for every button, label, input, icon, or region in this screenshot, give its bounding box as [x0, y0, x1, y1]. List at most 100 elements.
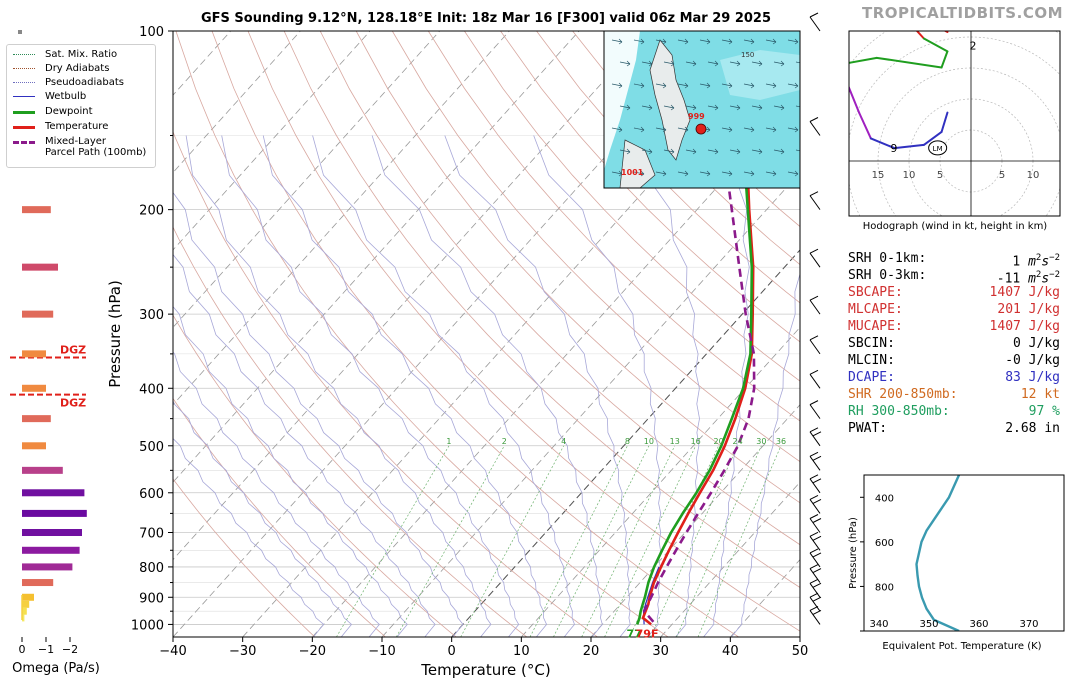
map-wind-arrow — [707, 104, 719, 111]
wind-barb-flag — [809, 117, 819, 122]
map-wind-arrow — [633, 126, 645, 133]
hodograph-height-label: 1 — [943, 19, 950, 32]
dry-adiabat-line — [173, 397, 386, 637]
theta-e-xtick-label: 350 — [919, 619, 938, 630]
map-wind-arrow — [707, 60, 719, 67]
map-wind-arrow — [787, 170, 799, 177]
moist-adiabat-line — [173, 351, 380, 637]
map-wind-arrow — [677, 82, 689, 89]
map-ref-label: 150 — [741, 51, 754, 59]
skewt-ytick-label: 900 — [139, 591, 164, 606]
site-logo[interactable]: TROPICALTIDBITS.COM — [862, 4, 1063, 22]
map-wind-arrow — [743, 126, 755, 133]
legend-label: Dry Adiabats — [45, 63, 110, 74]
wind-barb — [809, 248, 821, 268]
stat-label: RH 300-850mb: — [848, 404, 950, 419]
isotherm-line — [173, 31, 719, 637]
wind-barb — [809, 12, 821, 32]
dry-adiabat-line — [355, 31, 800, 504]
moist-adiabat-line — [533, 135, 662, 637]
skewt-ytick-label: 200 — [139, 204, 164, 219]
wind-barb-staff — [809, 456, 821, 471]
mixing-ratio-label: 8 — [625, 437, 630, 446]
theta-e-xlabel: Equivalent Pot. Temperature (K) — [882, 641, 1041, 652]
skewt-ytick-label: 800 — [139, 561, 164, 576]
legend-label: Wetbulb — [45, 91, 87, 102]
hodograph-ring-label: 5 — [999, 170, 1005, 181]
wind-barb — [809, 494, 822, 514]
hodograph-ring-label: 15 — [872, 170, 885, 181]
mixing-ratio-line — [529, 445, 628, 637]
theta-e-plot — [915, 475, 961, 631]
stat-label: SBCIN: — [848, 336, 895, 351]
wind-barb-staff — [809, 16, 821, 32]
omega-bar — [22, 350, 46, 358]
dry-adiabat-line — [175, 31, 669, 637]
map-wind-arrow — [655, 170, 667, 177]
hodograph-segment — [875, 56, 943, 69]
hodograph-height-label: 2 — [969, 39, 976, 52]
wind-barb-staff — [809, 195, 821, 210]
skewt-ytick-label: 700 — [139, 527, 164, 542]
map-wind-arrow — [685, 60, 697, 67]
mixing-ratio-label: 13 — [670, 437, 680, 446]
hodograph-caption: Hodograph (wind in kt, height in km) — [863, 221, 1048, 232]
map-wind-arrow — [729, 104, 741, 111]
hodograph-segment — [922, 37, 949, 53]
omega-bar — [22, 509, 87, 517]
map-bottom-label: 1001 — [621, 168, 644, 177]
map-wind-arrow — [751, 60, 763, 67]
wind-barb-staff — [809, 339, 821, 355]
mixing-ratio-label: 1 — [446, 437, 451, 446]
wind-barb — [809, 531, 822, 551]
map-wind-arrow — [641, 148, 653, 155]
legend-swatch — [13, 54, 35, 55]
theta-e-ytick-label: 400 — [875, 493, 894, 504]
isotherm-line — [590, 404, 800, 637]
wind-barb-flag — [809, 514, 819, 519]
wind-barb — [809, 548, 822, 568]
hodograph-segment — [922, 130, 943, 146]
moist-adiabat-line — [371, 135, 603, 637]
wind-barb-flag — [809, 295, 819, 301]
wind-barb-flag — [812, 596, 822, 602]
mixing-ratio-label: 24 — [733, 437, 743, 446]
wind-barb — [809, 592, 822, 612]
skewt-xtick-label: 0 — [448, 644, 456, 659]
skewt-axes: −40 −30 −20 −10 0 10 20 30 40 50 100 200 300 400 500 60… — [131, 25, 808, 659]
moist-adiabat-line — [173, 253, 436, 637]
map-wind-arrow — [641, 104, 653, 111]
hodograph-segment — [869, 137, 896, 150]
wind-barb-flag — [809, 494, 819, 500]
legend-label: Dewpoint — [45, 106, 93, 117]
skewt-xtick-label: −40 — [159, 644, 186, 659]
wind-barb-flag — [809, 12, 819, 18]
wind-barb-staff — [809, 431, 821, 447]
mixing-ratio-line — [650, 445, 738, 637]
omega-bar — [22, 206, 51, 214]
dry-adiabat-line — [173, 226, 528, 637]
map-wind-arrow — [663, 104, 675, 111]
stat-label: SRH 0-1km: — [848, 251, 927, 266]
omega-xtick-label: −2 — [62, 643, 78, 656]
skewt-xtick-label: 20 — [583, 644, 600, 659]
skewt-ytick-label: 400 — [139, 382, 164, 397]
wind-barbs — [809, 12, 822, 625]
mixing-ratio-label: 20 — [713, 437, 723, 446]
storm-motion-label: LM — [933, 145, 943, 153]
wind-barb-flag — [809, 191, 819, 197]
wind-barb-flag — [812, 455, 822, 461]
wind-barb-flag — [809, 605, 819, 611]
hodograph-segment — [940, 50, 949, 69]
map-wind-arrow — [707, 148, 719, 155]
dry-adiabat-line — [427, 31, 800, 422]
stat-row: PWAT: 2.68 in — [848, 420, 1060, 437]
map-wind-arrow — [765, 82, 777, 89]
wind-barb — [809, 474, 822, 494]
isotherm-line — [173, 31, 580, 483]
map-wind-arrow — [655, 126, 667, 133]
theta-e-panel: 340 350 360 370 400 600 800 Equivalent Pot. Te… — [848, 474, 1065, 652]
wind-barb-flag — [812, 535, 822, 541]
stat-row: SRH 0-1km: 1 m2s−2 — [848, 250, 1060, 269]
